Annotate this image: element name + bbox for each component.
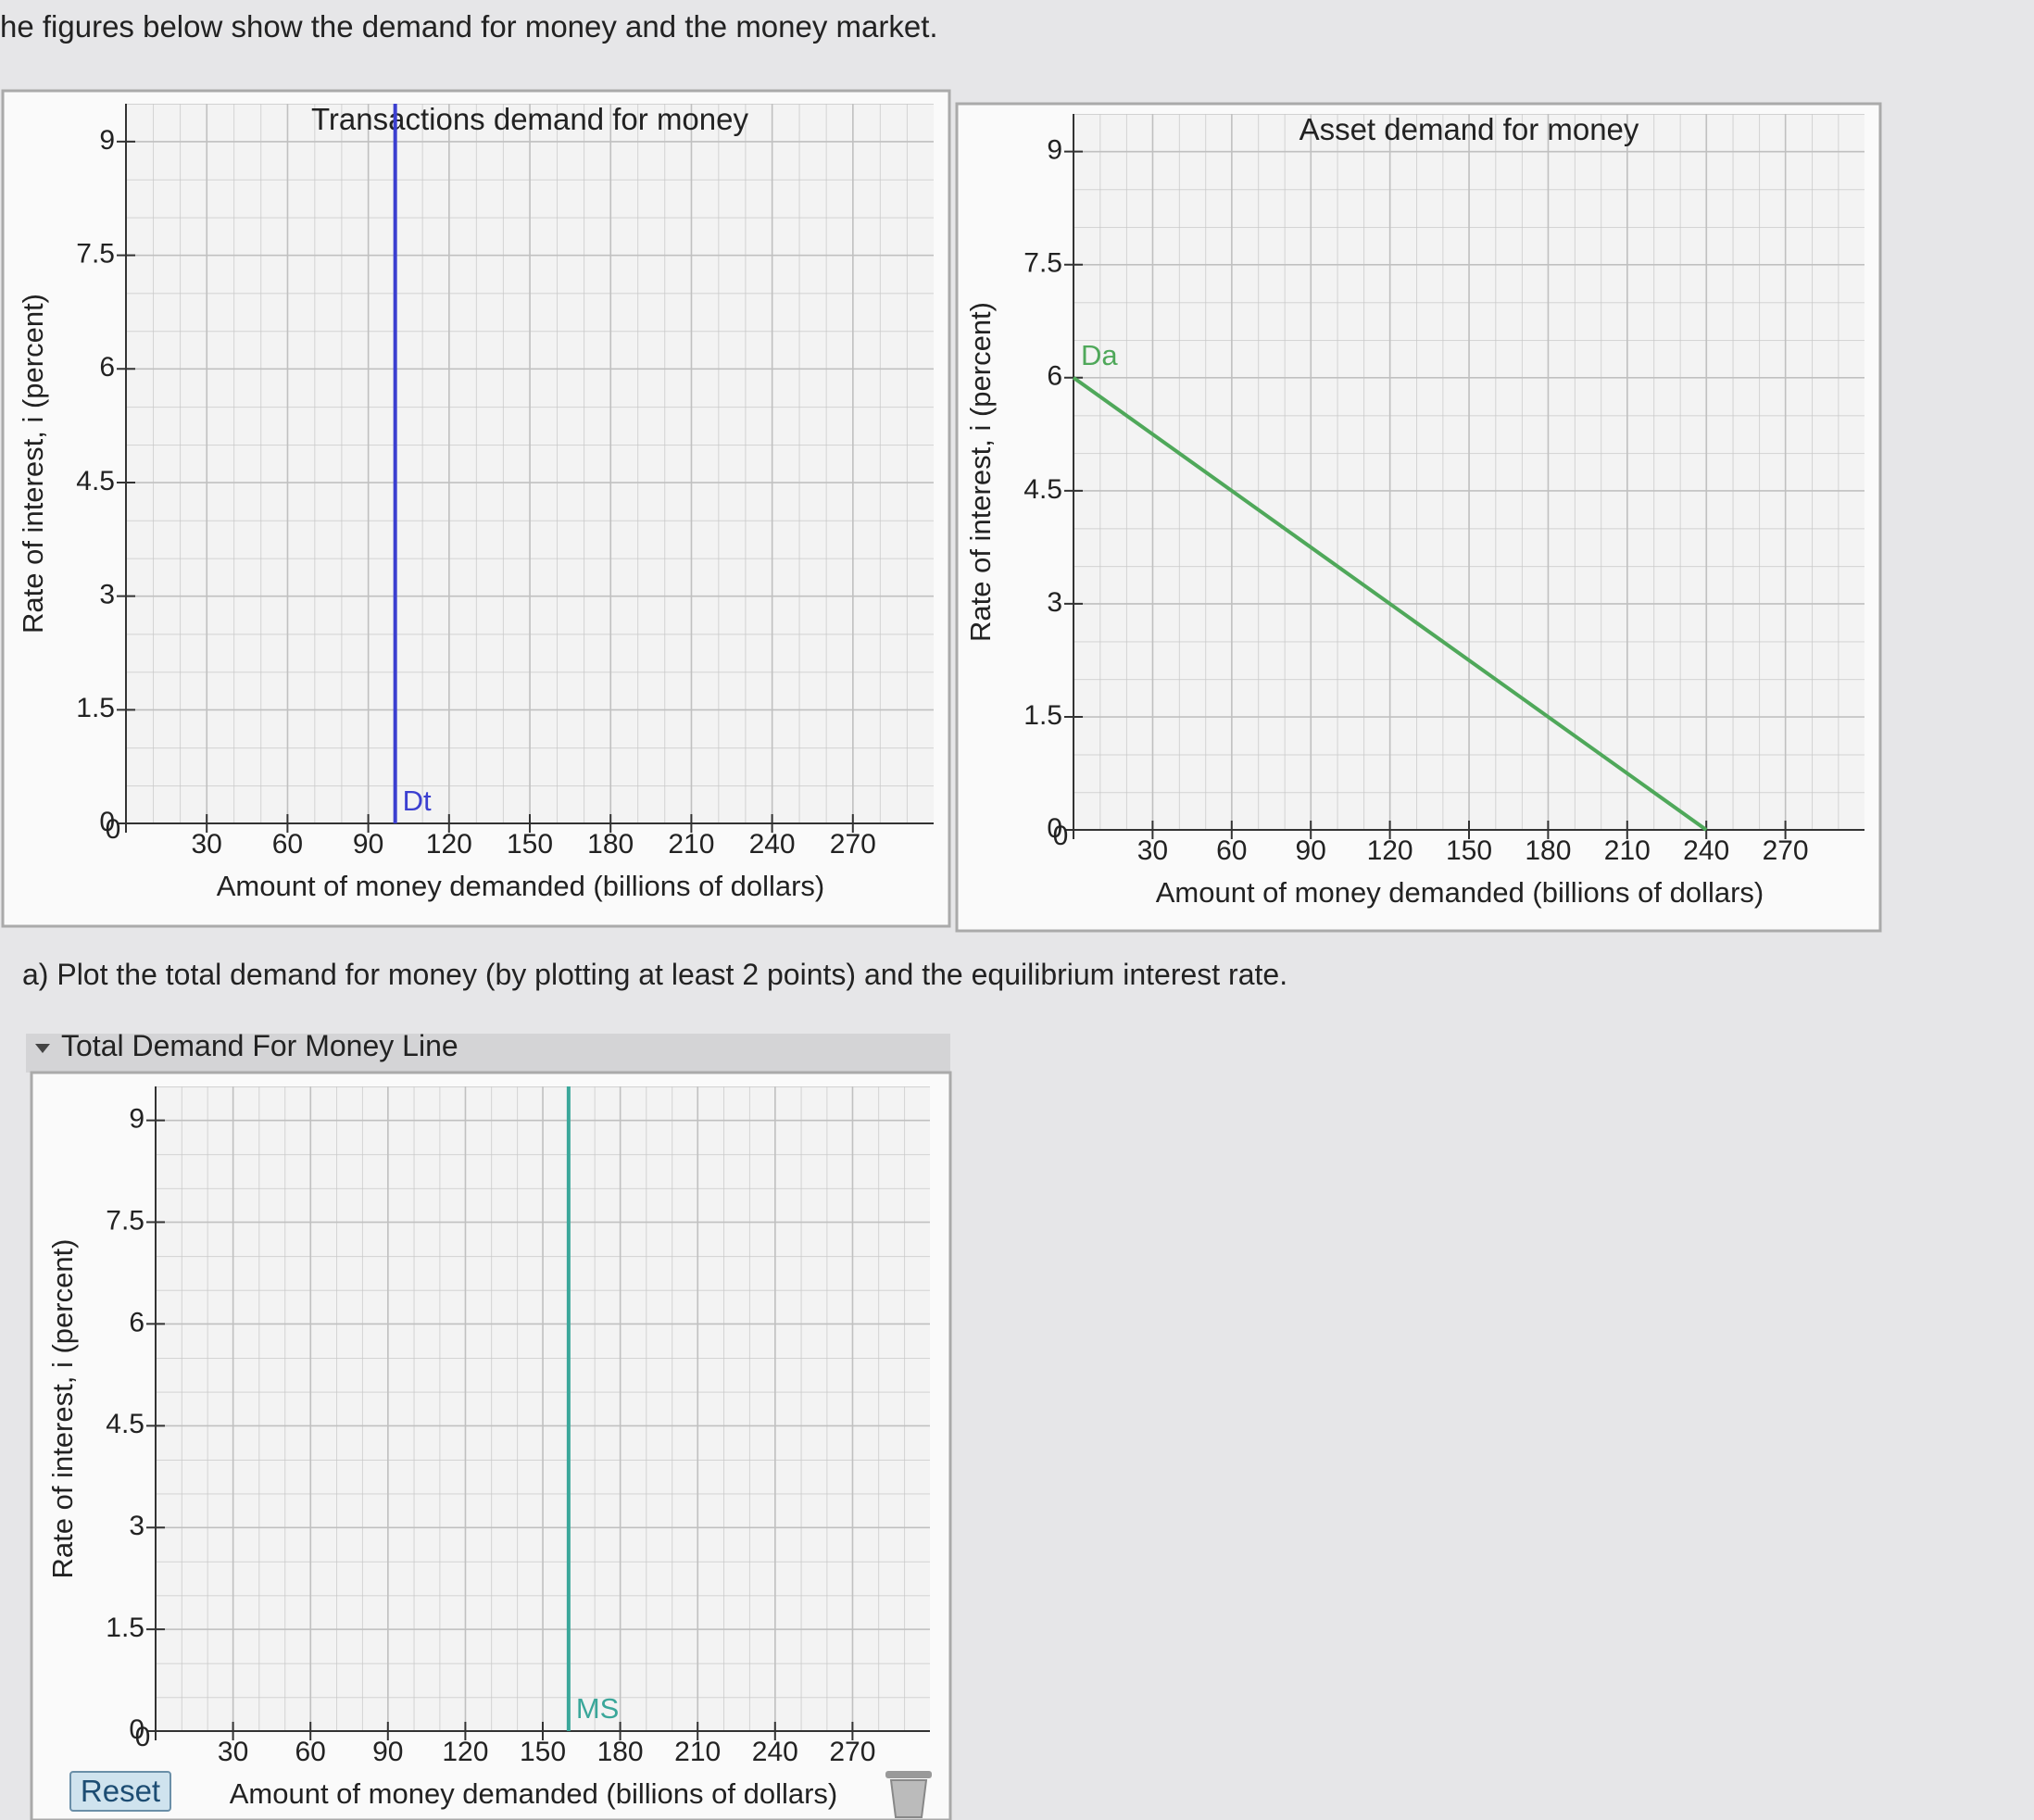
x-tick-label: 180 [1525,835,1571,866]
y-tick-label: 6 [1047,361,1062,392]
x-tick-label: 30 [1137,835,1168,866]
y-tick-label: 0 [129,1714,144,1745]
x-tick-label: 270 [830,829,876,860]
x-axis-label: Amount of money demanded (billions of do… [230,1777,838,1810]
y-tick-label: 7.5 [106,1205,144,1236]
x-tick-label: 0 [1053,821,1069,851]
chart: 01.534.567.590 30 60 90 120 150 180 210 240 270Am… [46,1086,930,1810]
trash-icon[interactable] [885,1771,932,1818]
y-tick-label: 3 [129,1511,144,1541]
y-tick-label: 4.5 [76,466,115,496]
chart: 01.534.567.590 30 60 90 120 150 180 210 240 270Tr… [17,102,934,902]
x-tick-label: 180 [587,829,634,860]
y-axis-label: Rate of interest, i (percent) [46,1239,79,1579]
x-tick-label: 0 [135,1722,151,1752]
y-tick-label: 4.5 [1023,474,1062,505]
panel-header [26,1034,950,1073]
series-line [1072,376,1708,832]
x-tick-label: 60 [272,829,303,860]
x-tick-label: 0 [106,814,121,845]
x-tick-label: 150 [520,1737,566,1767]
x-tick-label: 30 [218,1737,248,1767]
chart-title: Transactions demand for money [311,102,749,136]
reset-button[interactable] [69,1771,171,1812]
y-tick-label: 0 [1047,813,1062,844]
y-axis-label: Rate of interest, i (percent) [17,294,49,634]
x-tick-label: 240 [749,829,796,860]
y-tick-label: 7.5 [1023,248,1062,279]
x-tick-label: 270 [1763,835,1809,866]
series-label: Da [1081,339,1118,371]
x-tick-label: 240 [752,1737,798,1767]
x-axis-label: Amount of money demanded (billions of do… [1156,876,1764,909]
x-tick-label: 90 [1296,835,1326,866]
x-tick-label: 60 [1216,835,1247,866]
x-tick-label: 210 [674,1737,721,1767]
x-tick-label: 90 [372,1737,403,1767]
y-tick-label: 7.5 [76,239,115,270]
y-tick-label: 9 [99,125,115,156]
x-tick-label: 270 [829,1737,875,1767]
x-tick-label: 120 [426,829,472,860]
y-tick-label: 3 [99,580,115,610]
y-tick-label: 9 [1047,135,1062,166]
x-tick-label: 150 [507,829,553,860]
reset-label[interactable]: Reset [81,1774,160,1808]
y-tick-label: 1.5 [106,1613,144,1643]
x-tick-label: 180 [597,1737,644,1767]
y-tick-label: 3 [1047,587,1062,618]
trash-lid[interactable] [885,1771,932,1778]
x-tick-label: 120 [1367,835,1413,866]
y-tick-label: 4.5 [106,1409,144,1439]
question-text: a) Plot the total demand for money (by p… [22,958,1287,991]
collapse-arrow[interactable] [35,1044,50,1053]
chart: 01.534.567.590 30 60 90 120 150 180 210 240 270As… [964,112,1864,909]
y-axis-label: Rate of interest, i (percent) [964,302,997,642]
y-tick-label: 0 [99,807,115,837]
intro-text: he figures below show the demand for mon… [0,9,938,44]
x-tick-label: 60 [295,1737,326,1767]
x-tick-label: 240 [1683,835,1729,866]
series-label: Dt [403,784,432,817]
x-tick-label: 120 [442,1737,488,1767]
x-tick-label: 150 [1446,835,1492,866]
series-label: MS [576,1692,620,1725]
y-tick-label: 1.5 [76,693,115,723]
y-tick-label: 9 [129,1104,144,1135]
x-tick-label: 210 [1604,835,1651,866]
y-tick-label: 1.5 [1023,700,1062,731]
x-tick-label: 30 [192,829,222,860]
x-tick-label: 210 [668,829,714,860]
x-tick-label: 90 [353,829,383,860]
y-tick-label: 6 [129,1307,144,1337]
y-tick-label: 6 [99,352,115,383]
x-axis-label: Amount of money demanded (billions of do… [217,870,825,902]
panel-title: Total Demand For Money Line [61,1029,458,1062]
chart-title: Asset demand for money [1300,112,1639,146]
trash-body[interactable] [889,1779,928,1818]
